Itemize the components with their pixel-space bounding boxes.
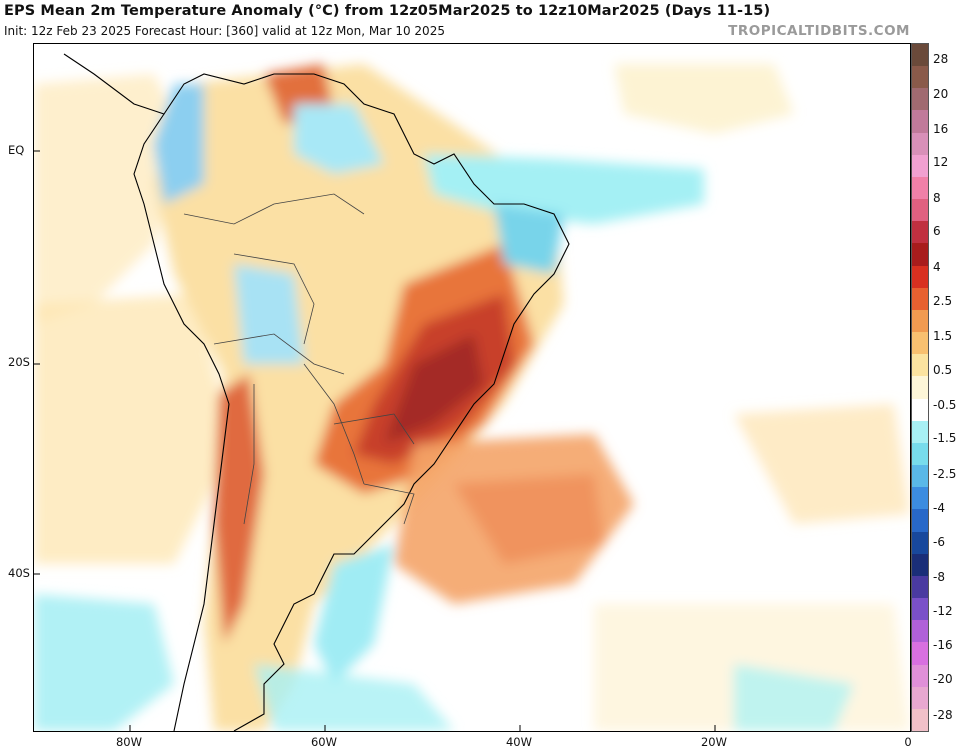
- colorbar-swatch: [912, 664, 928, 688]
- colorbar-swatch: [912, 376, 928, 400]
- colorbar-tick-label: -6: [933, 535, 945, 549]
- colorbar-tick-label: 4: [933, 260, 941, 274]
- colorbar-swatch: [912, 132, 928, 156]
- lon-label: 20W: [700, 735, 728, 749]
- colorbar-swatch: [912, 265, 928, 289]
- colorbar-tick-label: 8: [933, 191, 941, 205]
- colorbar-swatch: [912, 465, 928, 488]
- colorbar-tick-label: -12: [933, 604, 953, 618]
- page-title: EPS Mean 2m Temperature Anomaly (°C) fro…: [4, 3, 771, 19]
- colorbar-tick-label: 0.5: [933, 363, 953, 377]
- colorbar-swatch: [912, 44, 928, 67]
- colorbar-swatch: [912, 154, 928, 178]
- colorbar-tick-label: 28: [933, 52, 949, 66]
- colorbar-swatch: [912, 332, 928, 355]
- colorbar-swatch: [912, 620, 928, 643]
- colorbar-swatch: [912, 110, 928, 134]
- coastlines: [63, 53, 570, 731]
- colorbar: [911, 43, 929, 732]
- colorbar-swatch: [912, 287, 928, 311]
- colorbar-swatch: [912, 66, 928, 89]
- colorbar-swatch: [912, 243, 928, 267]
- colorbar-swatch: [912, 509, 928, 533]
- colorbar-tick-label: -16: [933, 638, 953, 652]
- lat-label: 40S: [8, 566, 30, 580]
- colorbar-tick-label: -1.5: [933, 431, 957, 445]
- colorbar-swatch: [912, 575, 928, 599]
- colorbar-tick-label: 6: [933, 224, 941, 238]
- lon-label: 60W: [310, 735, 338, 749]
- colorbar-tick-label: 16: [933, 122, 949, 136]
- colorbar-swatch: [912, 88, 928, 111]
- brand-watermark: TROPICALTIDBITS.COM: [728, 23, 910, 39]
- country-borders: [183, 193, 415, 525]
- lat-label: 20S: [8, 355, 30, 369]
- colorbar-tick-label: 20: [933, 87, 949, 101]
- colorbar-swatch: [912, 199, 928, 222]
- lon-label: 40W: [505, 735, 533, 749]
- anomaly-map: [33, 43, 911, 732]
- colorbar-swatch: [912, 487, 928, 510]
- lat-label: EQ: [8, 143, 25, 157]
- colorbar-tick-label: -8: [933, 570, 945, 584]
- colorbar-swatch: [912, 398, 928, 422]
- map-canvas: [34, 53, 910, 731]
- colorbar-tick-label: -20: [933, 672, 953, 686]
- colorbar-swatch: [912, 553, 928, 577]
- colorbar-tick-label: -4: [933, 501, 945, 515]
- colorbar-tick-label: -0.5: [933, 398, 957, 412]
- lon-label: 80W: [115, 735, 143, 749]
- colorbar-swatch: [912, 420, 928, 444]
- colorbar-swatch: [912, 176, 928, 200]
- colorbar-swatch: [912, 598, 928, 621]
- init-subtitle: Init: 12z Feb 23 2025 Forecast Hour: [36…: [4, 24, 445, 38]
- colorbar-swatch: [912, 531, 928, 555]
- colorbar-tick-label: 1.5: [933, 329, 953, 343]
- colorbar-swatch: [912, 221, 928, 244]
- colorbar-tick-label: 2.5: [933, 294, 953, 308]
- colorbar-swatch: [912, 708, 928, 732]
- colorbar-swatch: [912, 686, 928, 710]
- anomaly-fields: [34, 64, 910, 731]
- lon-label: 0: [904, 735, 912, 749]
- colorbar-tick-label: 12: [933, 155, 949, 169]
- colorbar-swatch: [912, 309, 928, 333]
- colorbar-swatch: [912, 354, 928, 377]
- colorbar-swatch: [912, 442, 928, 466]
- colorbar-swatch: [912, 642, 928, 665]
- graticule: [34, 150, 716, 731]
- colorbar-tick-label: -2.5: [933, 467, 957, 481]
- colorbar-tick-label: -28: [933, 708, 953, 722]
